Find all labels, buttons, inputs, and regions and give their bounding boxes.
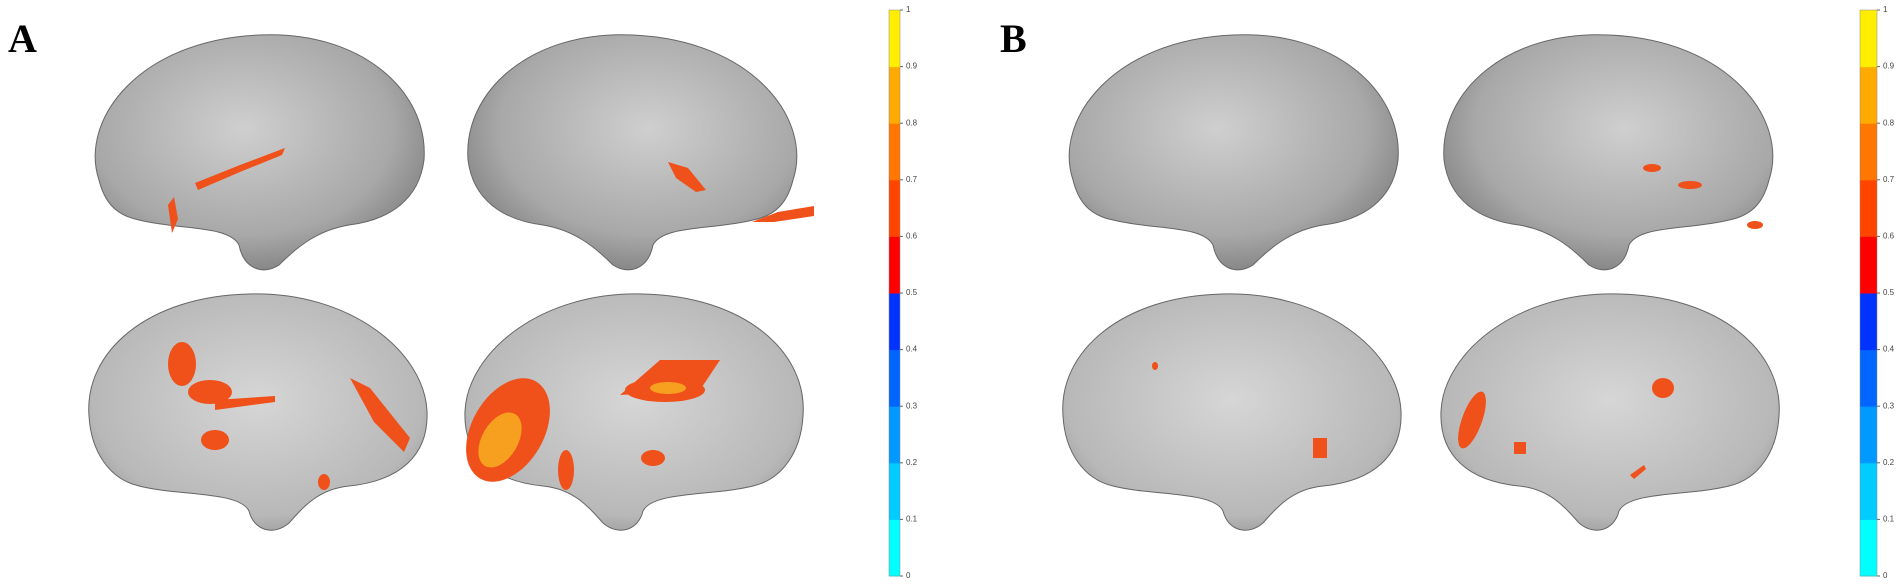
colorbar-tick-label: 0.6: [1883, 232, 1895, 241]
colorbar-tick-label: 0: [906, 571, 911, 580]
colorbar-segment: [1860, 66, 1877, 124]
colorbar-segment: [889, 123, 900, 181]
colorbar-segment: [1860, 179, 1877, 237]
colorbar-segment: [889, 293, 900, 351]
colorbar-tick-label: 0.5: [1883, 288, 1895, 297]
brain-lateral-left: [1068, 34, 1399, 271]
colorbar-tick-label: 0.9: [906, 62, 918, 71]
panel-b-brains: [1062, 34, 1780, 531]
colorbar-segment: [1860, 462, 1877, 520]
colorbar-tick-label: 0.2: [906, 458, 918, 467]
colorbar-tick-label: 0.3: [1883, 401, 1895, 410]
colorbar-segment: [889, 66, 900, 124]
colorbar-tick-label: 0.1: [906, 515, 918, 524]
colorbar-segment: [889, 462, 900, 520]
colorbar-tick-label: 0.8: [1883, 118, 1895, 127]
colorbar-segment: [889, 236, 900, 294]
colorbar-tick-label: 1: [1883, 5, 1888, 14]
colorbar-tick-label: 0.9: [1883, 62, 1895, 71]
colorbar-tick-label: 0: [1883, 571, 1888, 580]
colorbar-segment: [1860, 293, 1877, 351]
colorbar-segment: [1860, 123, 1877, 181]
brain-medial-right: [1440, 293, 1780, 531]
colorbar-tick-label: 0.5: [906, 288, 918, 297]
colorbar-segment: [1860, 10, 1877, 68]
colorbar-segment: [1860, 349, 1877, 407]
colorbar-tick-label: 0.7: [906, 175, 918, 184]
panel-a-brains: [88, 34, 814, 531]
colorbar-tick-label: 0.8: [906, 118, 918, 127]
colorbar-segment: [889, 519, 900, 577]
colorbar-segment: [889, 349, 900, 407]
colorbar-tick-label: 0.2: [1883, 458, 1895, 467]
colorbar-tick-label: 0.1: [1883, 515, 1895, 524]
colorbar-segment: [1860, 519, 1877, 577]
colorbar-tick-label: 0.6: [906, 232, 918, 241]
colorbar-tick-label: 1: [906, 5, 911, 14]
colorbar-segment: [889, 406, 900, 464]
colorbar-segment: [889, 179, 900, 237]
brain-lateral-right: [1443, 34, 1774, 271]
brain-lateral-right: [467, 34, 798, 271]
colorbar-segment: [1860, 236, 1877, 294]
colorbar-tick-label: 0.7: [1883, 175, 1895, 184]
brain-medial-left: [1062, 293, 1402, 531]
panel-label: B: [1000, 16, 1027, 61]
brain-lateral-left: [94, 34, 425, 271]
panel-label: A: [8, 16, 37, 61]
colorbar-tick-label: 0.4: [906, 345, 918, 354]
colorbar-tick-label: 0.3: [906, 401, 918, 410]
activation: [168, 148, 814, 490]
activation: [1152, 164, 1763, 479]
colorbar-segment: [1860, 406, 1877, 464]
colorbar-tick-label: 0.4: [1883, 345, 1895, 354]
colorbar-segment: [889, 10, 900, 68]
